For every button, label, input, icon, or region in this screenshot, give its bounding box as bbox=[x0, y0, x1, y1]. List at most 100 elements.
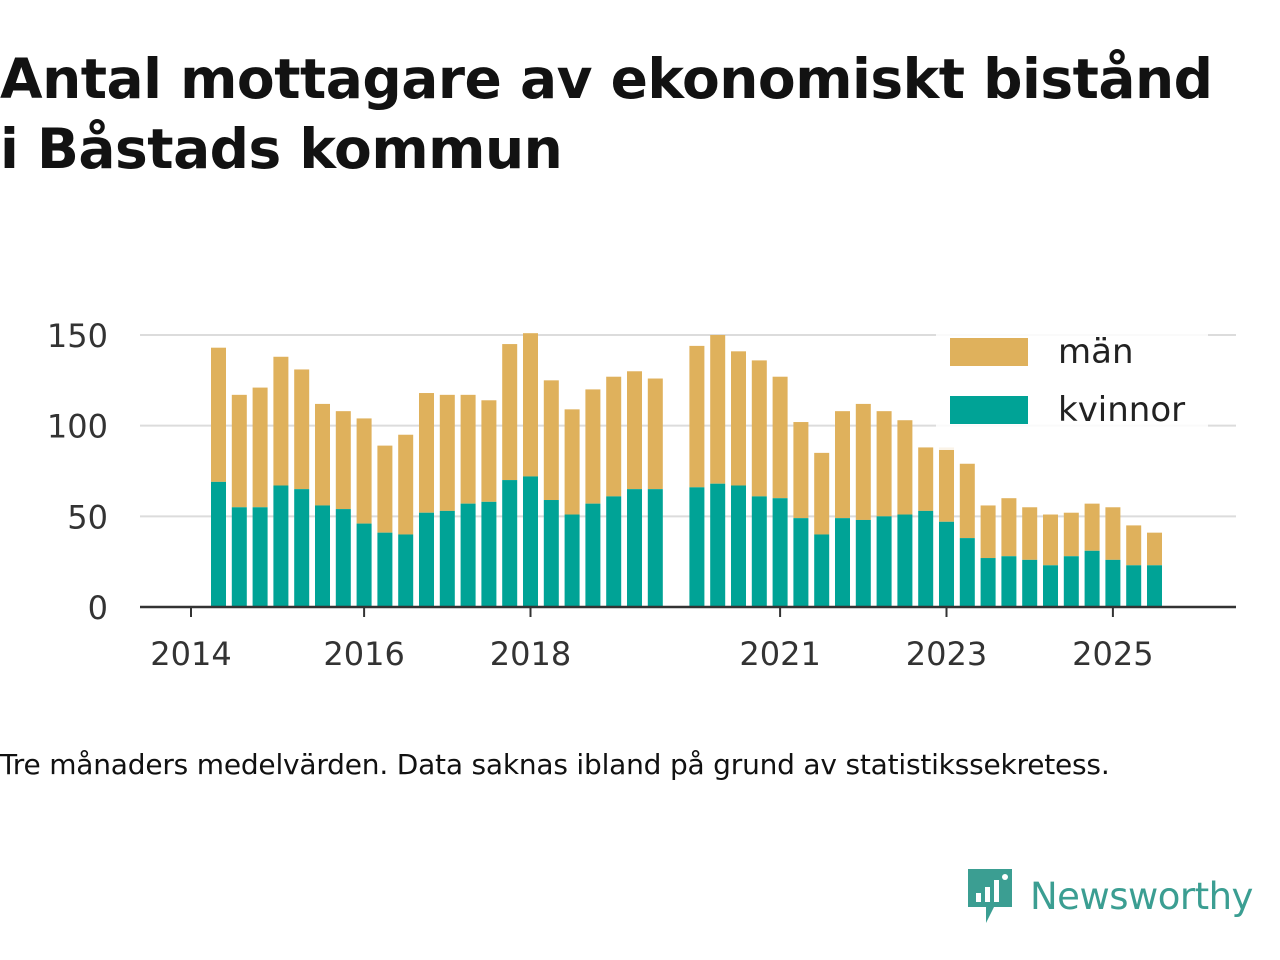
bar-man bbox=[315, 403, 330, 506]
bar-kvinnor bbox=[523, 476, 538, 607]
bar-kvinnor bbox=[419, 512, 434, 607]
bar-man bbox=[543, 380, 559, 501]
bar-kvinnor bbox=[835, 518, 850, 607]
x-tick-label: 2025 bbox=[1072, 635, 1153, 673]
bar-kvinnor bbox=[481, 501, 497, 607]
legend-label-man: män bbox=[1058, 332, 1134, 372]
bar-man bbox=[814, 452, 830, 535]
bar-kvinnor bbox=[980, 558, 996, 607]
bar-man bbox=[835, 411, 850, 519]
bar-kvinnor bbox=[315, 505, 330, 607]
bar-kvinnor bbox=[211, 481, 226, 607]
bar-kvinnor bbox=[918, 510, 934, 607]
bar-man bbox=[897, 420, 913, 515]
bar-kvinnor bbox=[460, 503, 476, 607]
bar-man bbox=[1084, 503, 1100, 551]
bar-kvinnor bbox=[1001, 556, 1017, 607]
bar-man bbox=[855, 403, 871, 520]
bar-kvinnor bbox=[1063, 556, 1079, 607]
bar-man bbox=[252, 387, 268, 508]
chart-title-line-1: Antal mottagare av ekonomiskt bistånd bbox=[0, 47, 1213, 111]
bar-kvinnor bbox=[1126, 565, 1142, 607]
newsworthy-logo-icon bbox=[968, 869, 1012, 923]
bar-man bbox=[481, 400, 497, 502]
x-tick-label: 2016 bbox=[323, 635, 404, 673]
bar-kvinnor bbox=[751, 496, 767, 607]
bar-man bbox=[294, 369, 310, 490]
bar-kvinnor bbox=[294, 489, 310, 607]
bar-man bbox=[398, 434, 414, 535]
bar-man bbox=[876, 411, 892, 517]
bar-kvinnor bbox=[1084, 550, 1100, 607]
bar-man bbox=[439, 394, 455, 511]
bar-kvinnor bbox=[731, 485, 746, 607]
bar-kvinnor bbox=[939, 521, 954, 607]
bar-man bbox=[710, 335, 726, 484]
bar-kvinnor bbox=[814, 534, 830, 607]
y-tick-label: 150 bbox=[47, 317, 108, 355]
bar-man bbox=[585, 389, 601, 504]
bar-kvinnor bbox=[1105, 559, 1121, 607]
bar-man bbox=[1043, 514, 1058, 566]
bars bbox=[211, 333, 1162, 607]
bar-kvinnor bbox=[1022, 559, 1038, 607]
bar-man bbox=[502, 344, 518, 481]
bar-man bbox=[959, 463, 975, 539]
bar-man bbox=[731, 351, 746, 486]
bar-man bbox=[606, 376, 622, 497]
y-tick-label: 100 bbox=[47, 408, 108, 446]
bar-man bbox=[460, 394, 476, 504]
bar-kvinnor bbox=[502, 480, 518, 607]
bar-man bbox=[939, 447, 954, 522]
bar-kvinnor bbox=[231, 507, 247, 607]
y-axis-tick-labels: 0 50 100 150 bbox=[47, 317, 108, 627]
bar-kvinnor bbox=[335, 509, 351, 607]
bar-kvinnor bbox=[959, 538, 975, 607]
bar-kvinnor bbox=[439, 510, 455, 607]
bar-kvinnor bbox=[543, 500, 559, 607]
bar-kvinnor bbox=[1043, 565, 1058, 607]
legend: män kvinnor bbox=[936, 326, 1208, 450]
bar-man bbox=[564, 409, 580, 515]
bar-kvinnor bbox=[647, 489, 663, 607]
bar-man bbox=[689, 345, 705, 488]
bar-man bbox=[1063, 512, 1079, 557]
bar-kvinnor bbox=[710, 483, 726, 607]
legend-swatch-man bbox=[950, 338, 1028, 366]
bar-kvinnor bbox=[398, 534, 414, 607]
bar-man bbox=[980, 505, 996, 559]
bar-kvinnor bbox=[855, 519, 871, 607]
bar-man bbox=[793, 422, 809, 519]
legend-swatch-kvinnor bbox=[950, 396, 1028, 424]
bar-man bbox=[1105, 507, 1121, 560]
y-tick-label: 50 bbox=[67, 498, 108, 536]
bar-kvinnor bbox=[876, 516, 892, 607]
bar-kvinnor bbox=[897, 514, 913, 607]
bar-man bbox=[751, 360, 767, 497]
bar-kvinnor bbox=[689, 487, 705, 607]
legend-label-kvinnor: kvinnor bbox=[1058, 390, 1185, 430]
brand-name: Newsworthy bbox=[1030, 874, 1253, 918]
bar-kvinnor bbox=[1147, 565, 1162, 607]
x-tick-label: 2023 bbox=[906, 635, 987, 673]
bar-man bbox=[335, 411, 351, 510]
bar-man bbox=[1001, 498, 1017, 557]
newsworthy-brand: Newsworthy bbox=[964, 864, 1253, 928]
bar-kvinnor bbox=[585, 503, 601, 607]
bar-man bbox=[356, 418, 372, 524]
x-tick-label: 2018 bbox=[490, 635, 571, 673]
bar-kvinnor bbox=[564, 514, 580, 607]
bar-kvinnor bbox=[606, 496, 622, 607]
bar-kvinnor bbox=[252, 507, 268, 607]
bar-man bbox=[273, 356, 289, 486]
bar-man bbox=[419, 393, 434, 513]
bar-kvinnor bbox=[793, 518, 809, 607]
bar-man bbox=[772, 376, 788, 499]
stacked-bar-chart: 0 50 100 150 2014 2016 2018 2021 2023 2025 män kv… bbox=[47, 317, 1236, 673]
bar-man bbox=[1126, 525, 1142, 566]
bar-kvinnor bbox=[377, 532, 393, 607]
chart-title-line-2: i Båstads kommun bbox=[0, 117, 563, 181]
bar-kvinnor bbox=[273, 485, 289, 607]
bar-kvinnor bbox=[772, 498, 788, 607]
bar-kvinnor bbox=[627, 489, 642, 607]
